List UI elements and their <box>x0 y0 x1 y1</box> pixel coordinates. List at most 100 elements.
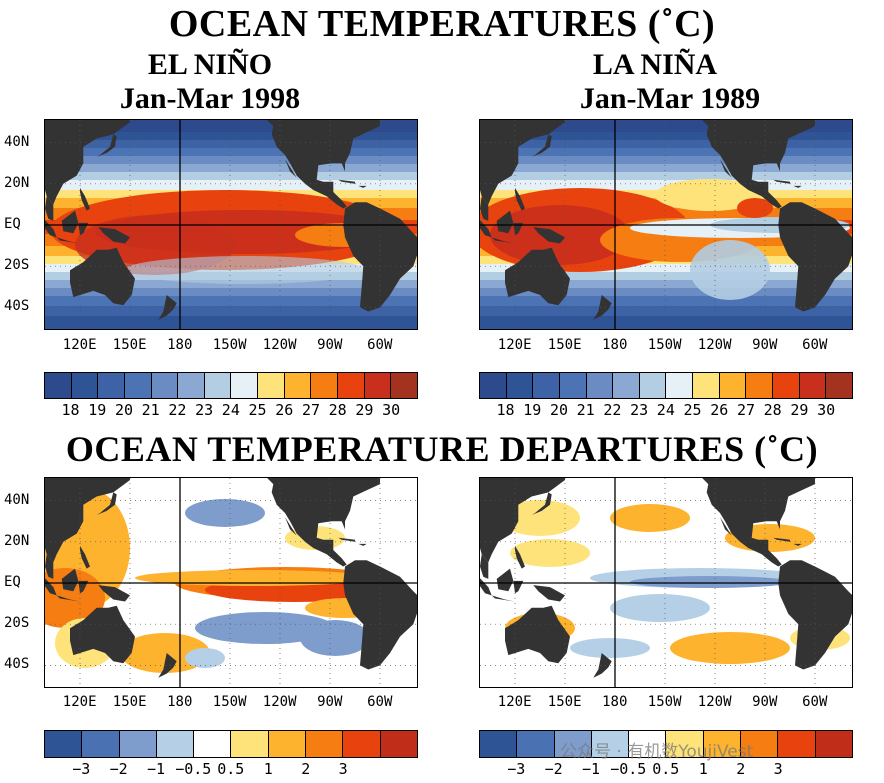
colorbar-swatch <box>178 373 205 398</box>
el-nino-anomaly-map <box>44 477 418 688</box>
colorbar-label: 20 <box>114 401 133 419</box>
colorbar-swatch <box>586 373 614 398</box>
lat-label: EQ <box>4 574 21 590</box>
colorbar-label: −1 <box>582 760 601 778</box>
lon-label: 150W <box>647 694 682 710</box>
colorbar-label: 27 <box>736 401 755 419</box>
colorbar-swatch <box>231 731 269 757</box>
colorbar-swatch <box>719 373 747 398</box>
colorbar-swatch <box>506 373 534 398</box>
colorbar-swatch <box>799 373 827 398</box>
colorbar-swatch <box>746 373 774 398</box>
colorbar-label: −1 <box>147 760 166 778</box>
lon-label: 60W <box>367 337 393 353</box>
colorbar-swatch <box>480 373 507 398</box>
colorbar-swatch <box>554 731 592 757</box>
colorbar-label: 18 <box>61 401 80 419</box>
lon-label: 120W <box>697 694 732 710</box>
colorbar-label: 2 <box>301 760 311 778</box>
colorbar-label: 1 <box>263 760 273 778</box>
colorbar-swatch <box>380 731 417 757</box>
colorbar-swatch <box>703 731 742 757</box>
right-name: LA NIÑA <box>592 48 718 81</box>
colorbar-swatch <box>591 731 630 757</box>
colorbar-swatch <box>364 373 392 398</box>
colorbar-label: 0.5 <box>652 760 680 778</box>
lat-label: 40S <box>4 298 30 315</box>
lon-label: 120W <box>262 337 297 353</box>
lon-label: 60W <box>802 694 828 710</box>
lon-label: 90W <box>752 337 778 353</box>
colorbar-label: 30 <box>817 401 836 419</box>
colorbar-label: −0.5 <box>610 760 647 778</box>
colorbar-swatch <box>826 373 852 398</box>
colorbar-label: 21 <box>141 401 160 419</box>
lon-label: 120W <box>697 337 732 353</box>
colorbar-swatch <box>666 373 694 398</box>
top-title: OCEAN TEMPERATURES (˚C) <box>168 3 716 45</box>
colorbar-label: 25 <box>248 401 267 419</box>
colorbar-label: 2 <box>736 760 746 778</box>
colorbar-label: 25 <box>683 401 702 419</box>
colorbar-swatch <box>343 731 381 757</box>
lat-label: EQ <box>4 216 21 232</box>
lon-label: 150W <box>647 337 682 353</box>
colorbar-label: 21 <box>576 401 595 419</box>
colorbar-swatch <box>311 373 339 398</box>
colorbar-label: 28 <box>328 401 347 419</box>
lon-label: 180 <box>167 694 193 710</box>
colorbar-swatch <box>639 373 667 398</box>
colorbar-swatch <box>533 373 560 398</box>
lon-label: 90W <box>317 337 343 353</box>
colorbar-label: −2 <box>109 760 128 778</box>
colorbar-swatch <box>741 731 779 757</box>
lon-label: 120W <box>262 694 297 710</box>
lon-label: 90W <box>317 694 343 710</box>
colorbar-swatch <box>258 373 285 398</box>
anomaly-colorbar-left <box>44 730 418 758</box>
colorbar-swatch <box>98 373 125 398</box>
colorbar-label: 22 <box>168 401 187 419</box>
colorbar-label: 23 <box>195 401 214 419</box>
colorbar-label: 24 <box>656 401 675 419</box>
colorbar-label: 19 <box>88 401 107 419</box>
colorbar-label: −0.5 <box>175 760 212 778</box>
colorbar-label: 30 <box>382 401 401 419</box>
colorbar-label: 18 <box>496 401 515 419</box>
colorbar-swatch <box>815 731 852 757</box>
colorbar-swatch <box>517 731 555 757</box>
colorbar-label: 28 <box>763 401 782 419</box>
colorbar-label: 26 <box>275 401 294 419</box>
colorbar-label: 22 <box>603 401 622 419</box>
colorbar-swatch <box>629 731 667 757</box>
la-nina-sst-map <box>479 119 853 330</box>
la-nina-anomaly-map <box>479 477 853 688</box>
lon-label: 180 <box>167 337 193 353</box>
colorbar-swatch <box>231 373 259 398</box>
colorbar-swatch <box>124 373 152 398</box>
colorbar-swatch <box>284 373 312 398</box>
colorbar-swatch <box>693 373 720 398</box>
colorbar-swatch <box>559 373 587 398</box>
colorbar-swatch <box>613 373 640 398</box>
colorbar-swatch <box>45 373 72 398</box>
colorbar-label: 3 <box>338 760 348 778</box>
right-period: Jan-Mar 1989 <box>579 82 761 115</box>
lon-label: 150E <box>547 694 582 710</box>
lon-label: 150E <box>547 337 582 353</box>
lat-label: 20S <box>4 615 30 632</box>
colorbar-label: −3 <box>72 760 91 778</box>
colorbar-swatch <box>151 373 179 398</box>
colorbar-label: 20 <box>549 401 568 419</box>
lon-label: 120E <box>497 337 532 353</box>
lon-label: 60W <box>802 337 828 353</box>
colorbar-swatch <box>82 731 120 757</box>
lat-label: 20N <box>4 532 30 549</box>
colorbar-swatch <box>480 731 518 757</box>
colorbar-label: 26 <box>710 401 729 419</box>
colorbar-label: 19 <box>523 401 542 419</box>
colorbar-label: 0.5 <box>217 760 245 778</box>
colorbar-swatch <box>306 731 344 757</box>
lat-label: 20N <box>4 174 30 191</box>
colorbar-label: 29 <box>355 401 374 419</box>
